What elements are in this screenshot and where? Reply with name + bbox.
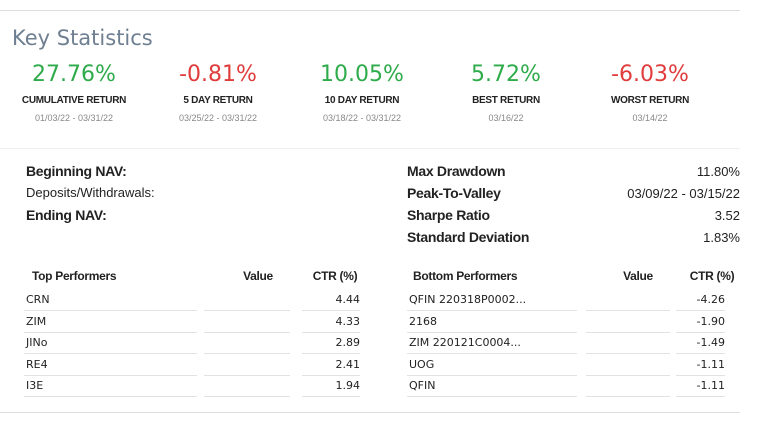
stat-value: 27.76% [32,62,116,87]
cell-name: I3E [26,379,44,392]
row-line [407,396,577,397]
cell-name: QFIN [409,379,436,392]
nav-label: Ending NAV: [26,207,107,223]
stat-label: CUMULATIVE RETURN [21,95,127,106]
metric-label: Max Drawdown [407,163,506,179]
row-line [302,331,360,333]
metric-label: Standard Deviation [407,229,530,245]
row-line [302,374,360,376]
row-line [302,353,360,354]
cell-ctr: 4.44 [335,293,361,306]
cell-ctr: -4.26 [696,293,725,306]
cell-ctr: -1.11 [696,379,725,392]
cell-name: RE4 [26,357,48,371]
title: Key Statistics [12,26,153,50]
nav-label: Deposits/Withdrawals: [26,185,155,200]
row-line [24,353,197,354]
column-header: CTR (%) [312,269,358,283]
cell-ctr: 2.89 [335,336,361,349]
metric-label: Sharpe Ratio [407,207,490,223]
stat-label: 5 DAY RETURN [183,95,253,106]
column-header: Value [623,269,653,283]
metric-label: Peak-To-Valley [407,185,501,201]
column-header: Value [243,269,273,283]
row-line [407,374,577,376]
cell-ctr: -1.49 [696,336,725,349]
row-line [676,310,725,311]
cell-name: CRN [26,293,50,306]
row-line [407,310,577,311]
cell-name: JINo [26,336,48,349]
row-line [586,310,670,311]
row-line [204,396,290,397]
row-line [676,353,725,354]
column-header: CTR (%) [689,269,735,283]
stat-label: WORST RETURN [610,95,690,106]
row-line [24,396,197,397]
row-line [24,310,197,311]
divider [0,412,740,413]
row-line [204,331,290,333]
row-line [24,331,197,333]
stat-date: 03/14/22 [632,113,668,123]
cell-ctr: -1.90 [696,314,725,328]
row-line [676,396,725,397]
stat-date: 03/16/22 [488,113,524,123]
stat-label: 10 DAY RETURN [324,95,400,106]
row-line [586,396,670,397]
cell-name: QFIN 220318P0002... [409,293,527,306]
cell-name: ZIM [26,314,47,328]
nav-label: Beginning NAV: [26,163,127,179]
row-line [24,374,197,376]
metric-value: 3.52 [714,208,740,223]
stat-date: 03/25/22 - 03/31/22 [178,113,258,123]
row-line [586,374,670,376]
row-line [204,353,290,354]
metric-value: 03/09/22 - 03/15/22 [627,186,740,201]
stat-value: -0.81% [179,62,257,87]
divider [0,148,740,149]
column-header: Top Performers [32,269,117,283]
cell-ctr: 1.94 [335,379,361,392]
row-line [586,353,670,354]
stat-date: 01/03/22 - 03/31/22 [34,113,114,123]
cell-ctr: -1.11 [696,357,725,371]
stat-date: 03/18/22 - 03/31/22 [322,113,402,123]
stat-label: BEST RETURN [472,95,540,106]
row-line [407,331,577,333]
row-line [204,310,290,311]
metric-value: 1.83% [703,230,740,245]
cell-name: 2168 [409,314,437,328]
stat-value: 5.72% [471,62,541,87]
column-header: Bottom Performers [413,269,518,283]
cell-name: UOG [409,357,435,371]
stat-value: 10.05% [320,62,404,87]
row-line [407,353,577,354]
cell-ctr: 2.41 [335,357,361,371]
divider [0,10,740,11]
cell-ctr: 4.33 [335,314,361,328]
stat-value: -6.03% [611,62,689,87]
row-line [586,331,670,333]
row-line [302,310,360,311]
metric-value: 11.80% [696,164,740,179]
row-line [204,374,290,376]
row-line [676,331,725,333]
row-line [302,396,360,397]
row-line [676,374,725,376]
cell-name: ZIM 220121C0004... [409,336,521,349]
